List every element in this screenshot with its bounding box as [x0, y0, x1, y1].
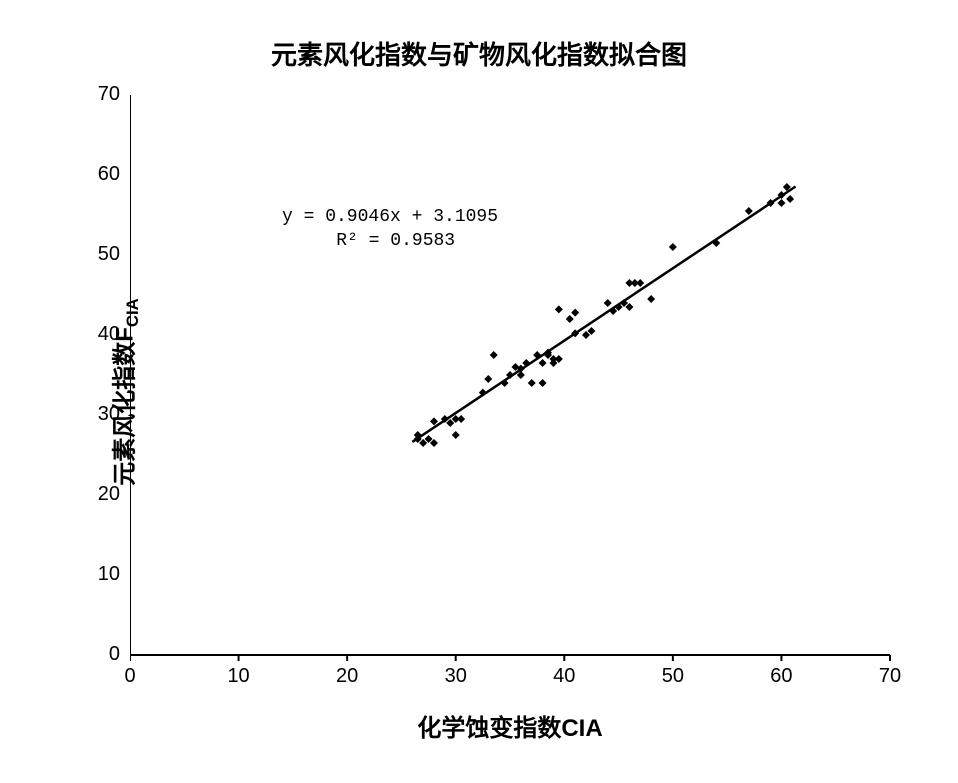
- x-tick-label: 70: [878, 665, 902, 688]
- y-tick-label: 10: [90, 563, 120, 586]
- data-point: [539, 379, 547, 387]
- y-tick-label: 70: [90, 83, 120, 106]
- x-tick-label: 10: [227, 665, 251, 688]
- y-tick-label: 0: [90, 643, 120, 666]
- data-point: [452, 431, 460, 439]
- data-point: [484, 375, 492, 383]
- x-tick-label: 0: [118, 665, 142, 688]
- y-tick-label: 20: [90, 483, 120, 506]
- x-tick-label: 60: [769, 665, 793, 688]
- y-tick-label: 50: [90, 243, 120, 266]
- data-point: [528, 379, 536, 387]
- data-point: [777, 199, 785, 207]
- data-point: [571, 309, 579, 317]
- y-tick-label: 40: [90, 323, 120, 346]
- equation-line-2: R² = 0.9583: [336, 231, 455, 251]
- data-point: [522, 359, 530, 367]
- chart-title: 元素风化指数与矿物风化指数拟合图: [0, 35, 958, 72]
- x-axis-label: 化学蚀变指数CIA: [130, 708, 890, 743]
- equation-line-1: y = 0.9046x + 3.1095: [282, 207, 498, 227]
- x-tick-label: 30: [444, 665, 468, 688]
- x-tick-label: 40: [552, 665, 576, 688]
- data-point: [647, 295, 655, 303]
- data-point: [745, 207, 753, 215]
- data-point: [457, 415, 465, 423]
- y-tick-label: 30: [90, 403, 120, 426]
- data-point: [604, 299, 612, 307]
- data-point: [539, 359, 547, 367]
- data-point: [501, 379, 509, 387]
- data-point: [555, 305, 563, 313]
- data-point: [786, 195, 794, 203]
- data-point: [490, 351, 498, 359]
- data-point: [636, 279, 644, 287]
- data-point: [566, 315, 574, 323]
- x-tick-label: 50: [661, 665, 685, 688]
- chart-container: 元素风化指数与矿物风化指数拟合图 元素风化指数FCIA 化学蚀变指数CIA y …: [0, 0, 958, 783]
- data-point: [669, 243, 677, 251]
- x-tick-label: 20: [335, 665, 359, 688]
- plot-area: [130, 95, 910, 675]
- y-tick-label: 60: [90, 163, 120, 186]
